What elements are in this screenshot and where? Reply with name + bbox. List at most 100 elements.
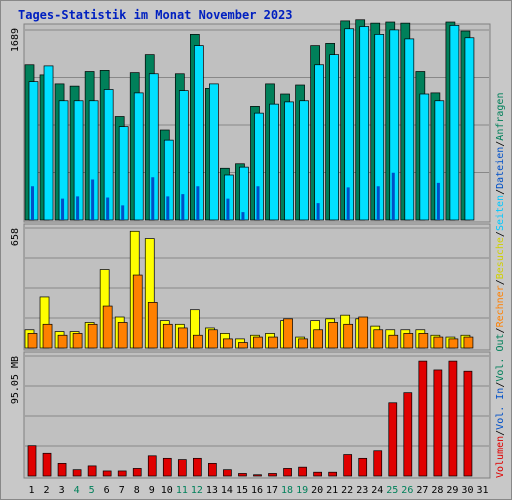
- x-tick-label-20: 20: [311, 485, 323, 496]
- bar-requests-seiten-7: [121, 205, 125, 220]
- x-tick-label-13: 13: [206, 485, 218, 496]
- x-tick-label-29: 29: [446, 485, 458, 496]
- bar-requests-seiten-4: [76, 196, 80, 220]
- x-tick-label-18: 18: [281, 485, 293, 496]
- ymax-label-volume: 95.05 MB: [10, 356, 21, 404]
- bar-volume-volumen-7: [117, 470, 127, 477]
- bar-requests-seiten-10: [166, 196, 170, 220]
- x-tick-label-11: 11: [176, 485, 188, 496]
- bar-volume-volumen-18: [283, 468, 292, 477]
- bar-volume-volumen-22: [343, 454, 353, 477]
- bar-volume-volumen-4: [72, 469, 82, 477]
- bar-volume-volumen-28: [433, 369, 443, 477]
- x-tick-label-9: 9: [149, 485, 155, 496]
- x-tick-label-27: 27: [416, 485, 428, 496]
- bar-requests-dateien-26: [404, 38, 415, 221]
- bar-volume-volumen-19: [298, 466, 307, 477]
- bar-requests-seiten-20: [316, 203, 320, 220]
- bar-volume-volumen-15: [238, 473, 247, 477]
- bar-volume-volumen-13: [208, 463, 217, 477]
- bar-requests-dateien-23: [359, 26, 370, 221]
- x-tick-label-4: 4: [74, 485, 80, 496]
- x-tick-label-31: 31: [476, 485, 488, 496]
- bar-requests-dateien-29: [449, 25, 460, 221]
- legend-item-10: Seiten: [495, 195, 506, 231]
- bar-visits-rechner-26: [403, 333, 414, 349]
- bar-requests-seiten-15: [241, 212, 245, 220]
- bar-volume-volumen-21: [328, 471, 337, 477]
- bar-visits-rechner-27: [418, 333, 429, 349]
- bar-requests-seiten-12: [196, 186, 200, 220]
- bar-volume-volumen-16: [253, 474, 262, 477]
- legend-item-7: /: [495, 279, 506, 285]
- x-tick-label-12: 12: [191, 485, 203, 496]
- bar-requests-seiten-5: [91, 179, 95, 220]
- bar-requests-dateien-27: [419, 93, 430, 221]
- bar-visits-rechner-18: [283, 318, 293, 349]
- bar-requests-dateien-15: [239, 166, 249, 221]
- bar-requests-seiten-24: [376, 186, 380, 220]
- legend-item-9: /: [495, 231, 506, 237]
- bar-visits-rechner-19: [298, 338, 308, 349]
- bar-volume-volumen-23: [358, 457, 368, 477]
- chart-title: Tages-Statistik im Monat November 2023: [18, 8, 293, 22]
- legend-item-11: /: [495, 189, 506, 195]
- legend-item-14: Anfragen: [495, 93, 506, 141]
- bar-visits-rechner-6: [102, 305, 113, 349]
- bar-requests-dateien-21: [329, 54, 339, 221]
- bar-visits-rechner-28: [433, 336, 444, 349]
- bar-visits-rechner-11: [177, 327, 188, 349]
- legend-right: Volumen/Vol. In/Vol. Out/Rechner/Besuche…: [495, 93, 506, 478]
- bar-visits-rechner-2: [42, 323, 53, 349]
- bar-requests-dateien-13: [209, 83, 219, 221]
- bar-requests-seiten-3: [61, 198, 65, 220]
- x-tick-label-16: 16: [251, 485, 263, 496]
- bar-requests-seiten-11: [181, 194, 185, 220]
- ymax-label-visits: 658: [10, 228, 21, 246]
- x-tick-label-22: 22: [341, 485, 353, 496]
- bar-volume-volumen-27: [418, 360, 428, 477]
- bar-requests-dateien-2: [43, 65, 54, 221]
- bar-visits-rechner-5: [87, 323, 98, 349]
- x-tick-label-28: 28: [431, 485, 443, 496]
- bar-requests-dateien-30: [464, 37, 475, 221]
- bar-visits-rechner-12: [193, 334, 203, 349]
- x-tick-label-5: 5: [89, 485, 95, 496]
- x-tick-label-17: 17: [266, 485, 278, 496]
- bar-volume-volumen-20: [313, 471, 322, 477]
- bar-visits-rechner-16: [253, 336, 263, 349]
- bar-volume-volumen-1: [27, 445, 37, 477]
- x-tick-label-3: 3: [59, 485, 65, 496]
- bar-volume-volumen-6: [102, 470, 112, 477]
- bar-requests-dateien-8: [133, 92, 144, 221]
- bar-requests-seiten-9: [151, 177, 155, 220]
- legend-item-6: Rechner: [495, 285, 506, 327]
- bar-requests-seiten-22: [346, 187, 350, 220]
- x-tick-label-19: 19: [296, 485, 308, 496]
- bar-visits-rechner-17: [268, 336, 278, 349]
- bar-volume-volumen-3: [57, 463, 67, 477]
- legend-item-13: /: [495, 141, 506, 147]
- legend-item-3: /: [495, 382, 506, 388]
- legend-item-4: Vol. Out: [495, 333, 506, 381]
- bar-requests-seiten-14: [226, 198, 230, 220]
- bar-visits-rechner-21: [328, 322, 338, 349]
- bar-visits-rechner-8: [132, 274, 143, 349]
- bar-volume-volumen-2: [42, 452, 52, 477]
- bar-volume-volumen-8: [132, 468, 142, 477]
- bar-visits-rechner-30: [463, 336, 474, 349]
- bar-volume-volumen-9: [147, 455, 157, 477]
- bar-visits-rechner-1: [27, 333, 38, 349]
- legend-item-5: /: [495, 327, 506, 333]
- bar-requests-seiten-6: [106, 197, 110, 220]
- x-tick-label-7: 7: [119, 485, 125, 496]
- bar-volume-volumen-10: [162, 457, 172, 477]
- bar-requests-seiten-16: [256, 186, 260, 220]
- bar-volume-volumen-11: [177, 459, 187, 477]
- bar-requests-dateien-18: [284, 101, 294, 221]
- bar-volume-volumen-5: [87, 465, 97, 477]
- bar-visits-rechner-23: [358, 316, 369, 349]
- bar-volume-volumen-26: [403, 392, 413, 477]
- panel-volume: [23, 351, 491, 479]
